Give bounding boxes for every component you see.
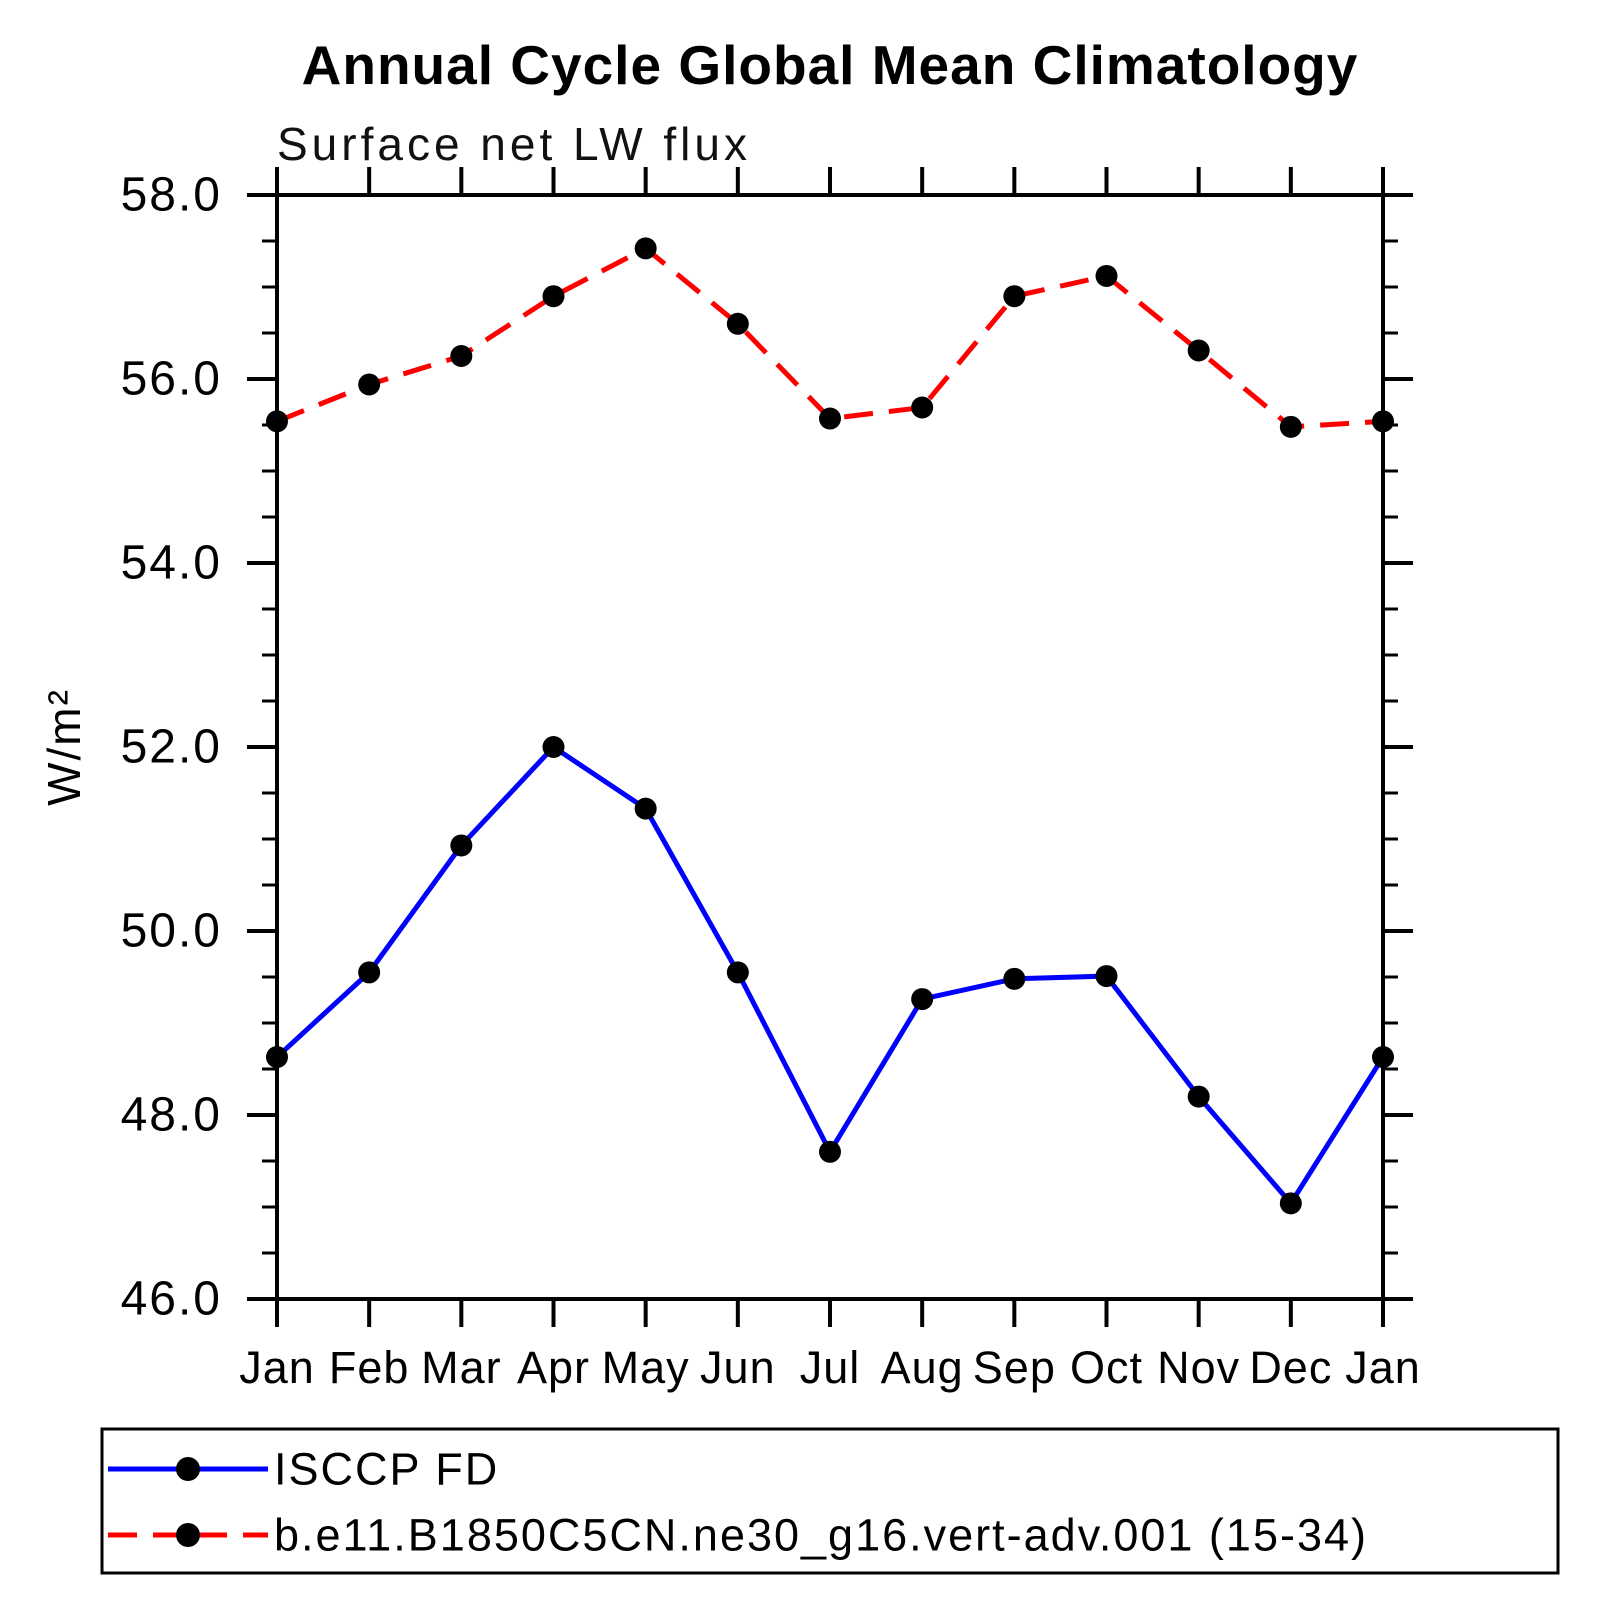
y-axis-tick-label: 50.0 bbox=[121, 905, 222, 958]
x-axis-month-labels: Jan Feb Mar Apr May Jun Jul Aug Sep Oct Nov Dec Jan bbox=[239, 1342, 1421, 1393]
x-axis-month-label: Mar bbox=[421, 1342, 502, 1393]
x-axis-month-label: Jan bbox=[239, 1342, 315, 1393]
data-point-marker bbox=[819, 407, 841, 430]
data-point-marker bbox=[266, 1046, 288, 1069]
data-point-marker bbox=[1003, 285, 1026, 308]
legend-marker-dot-icon bbox=[176, 1523, 200, 1547]
data-point-marker bbox=[1095, 965, 1118, 988]
chart-subtitle: Surface net LW flux bbox=[277, 118, 751, 170]
y-axis-tick-label: 46.0 bbox=[121, 1273, 222, 1326]
data-point-marker bbox=[1187, 1085, 1210, 1108]
legend-entry-isccp: ISCCP FD bbox=[108, 1444, 499, 1495]
y-axis-tick-label: 58.0 bbox=[121, 169, 222, 222]
data-point-marker bbox=[1372, 410, 1394, 433]
x-axis-month-label: Jul bbox=[800, 1342, 861, 1393]
axis-ticks bbox=[247, 167, 1413, 1327]
data-point-marker bbox=[1279, 1192, 1302, 1215]
x-axis-month-label: Nov bbox=[1157, 1342, 1240, 1393]
data-point-marker bbox=[726, 961, 749, 984]
y-axis-title: W/m² bbox=[38, 688, 90, 806]
data-point-marker bbox=[450, 834, 473, 857]
x-axis-month-label: Apr bbox=[517, 1342, 590, 1393]
data-point-marker bbox=[1003, 967, 1026, 990]
data-point-marker bbox=[542, 285, 565, 308]
x-axis-month-label: Aug bbox=[881, 1342, 964, 1393]
data-point-marker bbox=[450, 345, 473, 367]
data-point-marker bbox=[911, 396, 934, 419]
legend: ISCCP FD b.e11.B1850C5CN.ne30_g16.vert-a… bbox=[100, 1427, 1560, 1575]
data-point-marker bbox=[542, 736, 565, 758]
data-point-marker bbox=[1279, 415, 1302, 438]
data-point-marker bbox=[1095, 264, 1118, 287]
data-point-marker bbox=[634, 237, 657, 260]
legend-entry-model: b.e11.B1850C5CN.ne30_g16.vert-adv.001 (1… bbox=[108, 1510, 1368, 1561]
x-axis-month-label: Dec bbox=[1249, 1342, 1332, 1393]
y-axis-tick-label: 54.0 bbox=[121, 537, 222, 590]
legend-box bbox=[100, 1427, 1560, 1575]
data-point-marker bbox=[1187, 339, 1210, 362]
legend-label-model: b.e11.B1850C5CN.ne30_g16.vert-adv.001 (1… bbox=[274, 1510, 1368, 1561]
series-line-model bbox=[276, 245, 1384, 430]
data-point-marker bbox=[819, 1140, 841, 1163]
data-point-marker bbox=[634, 797, 657, 820]
data-point-marker bbox=[1372, 1046, 1394, 1069]
x-axis-month-label: May bbox=[602, 1342, 690, 1393]
y-axis-tick-label: 52.0 bbox=[121, 721, 222, 774]
y-axis-tick-labels: 46.0 48.0 50.0 52.0 54.0 56.0 58.0 bbox=[121, 169, 222, 1326]
data-point-marker bbox=[358, 961, 381, 984]
data-point-marker bbox=[266, 410, 288, 433]
x-axis-month-label: Feb bbox=[329, 1342, 410, 1393]
x-axis-month-label: Sep bbox=[973, 1342, 1056, 1393]
y-axis-tick-label: 48.0 bbox=[121, 1089, 222, 1142]
x-axis-month-label: Oct bbox=[1070, 1342, 1143, 1393]
y-axis-tick-label: 56.0 bbox=[121, 353, 222, 406]
data-series-layer bbox=[266, 237, 1394, 1215]
data-point-marker bbox=[911, 988, 934, 1011]
plot-frame bbox=[275, 193, 1385, 1301]
legend-label-isccp: ISCCP FD bbox=[274, 1444, 499, 1495]
x-axis-month-label: Jan bbox=[1345, 1342, 1421, 1393]
x-axis-month-label: Jun bbox=[700, 1342, 776, 1393]
legend-marker-dot-icon bbox=[176, 1457, 200, 1481]
data-point-marker bbox=[726, 312, 749, 335]
data-point-marker bbox=[358, 373, 381, 396]
chart-title: Annual Cycle Global Mean Climatology bbox=[302, 34, 1359, 96]
series-line-isccp bbox=[275, 743, 1386, 1208]
